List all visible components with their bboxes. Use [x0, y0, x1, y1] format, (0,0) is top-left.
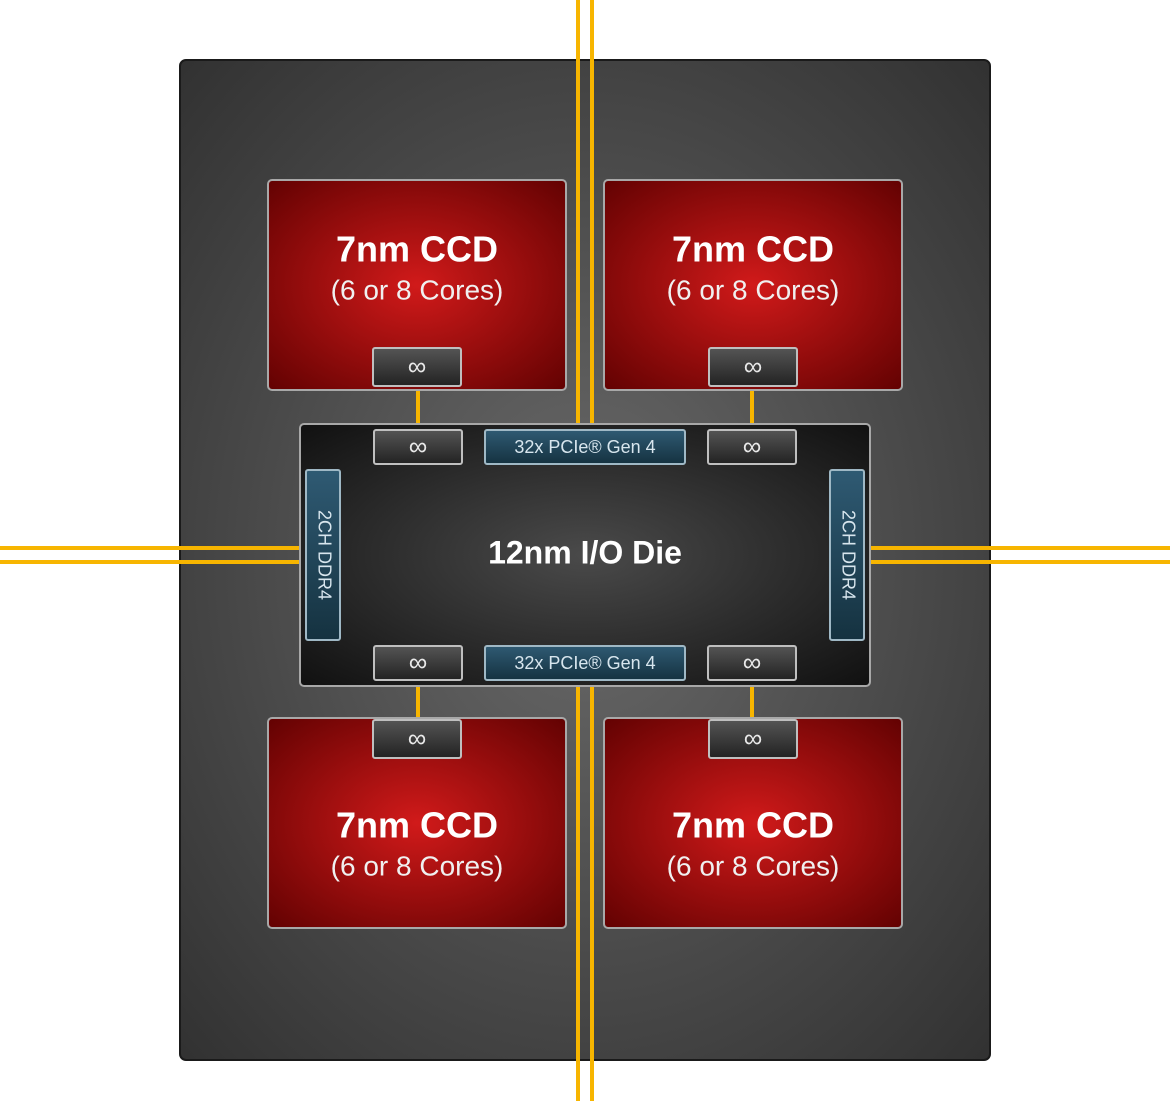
svg-text:7nm CCD: 7nm CCD [336, 229, 498, 270]
svg-text:2CH DDR4: 2CH DDR4 [838, 510, 858, 600]
svg-text:(6 or 8 Cores): (6 or 8 Cores) [667, 850, 840, 881]
svg-text:∞: ∞ [408, 351, 427, 381]
svg-text:∞: ∞ [744, 723, 763, 753]
svg-text:(6 or 8 Cores): (6 or 8 Cores) [331, 274, 504, 305]
chip-diagram-svg: 7nm CCD (6 or 8 Cores) ∞ 7nm CCD (6 or 8 Cor… [0, 0, 1170, 1101]
svg-text:2CH DDR4: 2CH DDR4 [314, 510, 334, 600]
svg-text:∞: ∞ [409, 431, 428, 461]
svg-text:∞: ∞ [743, 431, 762, 461]
svg-text:7nm CCD: 7nm CCD [672, 805, 834, 846]
svg-text:∞: ∞ [744, 351, 763, 381]
svg-text:(6 or 8 Cores): (6 or 8 Cores) [667, 274, 840, 305]
diagram-root: 7nm CCD (6 or 8 Cores) ∞ 7nm CCD (6 or 8 Cor… [0, 0, 1170, 1101]
svg-text:(6 or 8 Cores): (6 or 8 Cores) [331, 850, 504, 881]
svg-text:32x PCIe® Gen 4: 32x PCIe® Gen 4 [514, 437, 655, 457]
svg-text:32x PCIe® Gen 4: 32x PCIe® Gen 4 [514, 653, 655, 673]
svg-text:7nm CCD: 7nm CCD [336, 805, 498, 846]
svg-text:∞: ∞ [408, 723, 427, 753]
svg-text:∞: ∞ [743, 647, 762, 677]
svg-text:12nm I/O Die: 12nm I/O Die [488, 534, 682, 570]
svg-text:7nm CCD: 7nm CCD [672, 229, 834, 270]
svg-text:∞: ∞ [409, 647, 428, 677]
